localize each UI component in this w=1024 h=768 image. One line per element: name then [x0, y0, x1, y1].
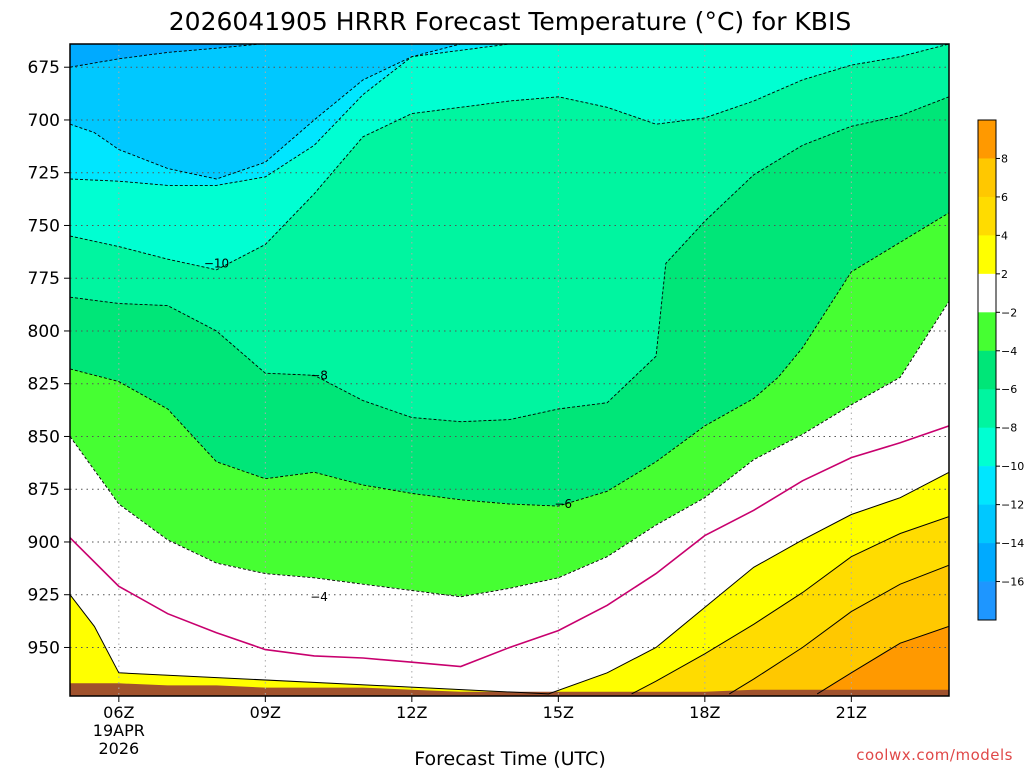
terrain-ground [70, 683, 949, 696]
plot-area: −10 −8 −6 −4 [69, 43, 950, 697]
colorbar-swatch [978, 466, 996, 505]
contour-lines [70, 44, 949, 695]
colorbar-swatch [978, 389, 996, 428]
terrain-layer [70, 683, 949, 696]
colorbar-label: −2 [1001, 306, 1017, 319]
contour-line-minus-10 [70, 44, 949, 186]
temperature-band [70, 44, 949, 68]
filled-contours [70, 44, 949, 696]
colorbar-frame [977, 119, 997, 621]
contour-label: −10 [204, 256, 229, 270]
contour-line-4 [631, 516, 949, 695]
colorbar-swatch [978, 543, 996, 582]
y-tick-label: 950 [28, 638, 60, 658]
x-date-label: 19APR [93, 721, 145, 740]
colorbar-label: −14 [1001, 537, 1024, 550]
y-tick-label: 850 [28, 427, 60, 447]
contour-label: −8 [310, 368, 328, 382]
colorbar-label: −4 [1001, 345, 1017, 358]
colorbar-swatch [978, 273, 996, 313]
colorbar-swatch [978, 235, 996, 275]
contour-line-2 [70, 471, 949, 695]
colorbar-swatch [978, 350, 996, 390]
x-tick-label: 15Z [543, 703, 574, 722]
contour-line-minus-2 [70, 301, 949, 598]
colorbar-label: −10 [1001, 460, 1024, 473]
y-axis: 675 700 725 750 775 800 825 850 875 900 925 950 [28, 58, 70, 658]
y-tick-label: 900 [28, 533, 60, 553]
x-tick-label: 06Z [103, 703, 134, 722]
colorbar-swatch [978, 427, 996, 467]
contour-line-minus-6 [70, 96, 949, 423]
colorbar-label: 8 [1001, 152, 1008, 165]
y-tick-label: 700 [28, 111, 60, 131]
colorbar-swatch [978, 196, 996, 236]
colorbar-swatch [978, 581, 996, 621]
colorbar-swatch [978, 158, 996, 198]
contour-line-0 [70, 425, 949, 668]
y-tick-label: 750 [28, 216, 60, 236]
colorbar-swatch [978, 120, 996, 159]
x-tick-label: 18Z [689, 703, 720, 722]
colorbar-label: −6 [1001, 383, 1017, 396]
x-tick-label: 12Z [396, 703, 427, 722]
colorbar-swatch [978, 312, 996, 352]
contour-line-minus-14 [70, 44, 261, 68]
contour-line-minus-4 [70, 212, 949, 507]
y-tick-label: 800 [28, 322, 60, 342]
x-axis-label: Forecast Time (UTC) [414, 748, 605, 768]
contour-line-minus-12 [70, 44, 705, 180]
colorbar: 8 6 4 2 −2 −4 −6 −8 −10 −12 −14 −16 [977, 119, 1024, 621]
contour-line-6 [729, 564, 949, 695]
colorbar-label: −8 [1001, 422, 1017, 435]
credit-text: coolwx.com/models [856, 746, 1013, 764]
y-tick-label: 725 [28, 164, 60, 184]
contour-label: −4 [310, 590, 328, 604]
chart-title: 2026041905 HRRR Forecast Temperature (°C… [169, 7, 851, 36]
colorbar-label: 4 [1001, 229, 1008, 242]
y-tick-label: 875 [28, 480, 60, 500]
contour-line-minus-8 [70, 44, 949, 271]
contour-label: −6 [554, 497, 572, 511]
y-tick-label: 825 [28, 375, 60, 395]
colorbar-label: 2 [1001, 268, 1008, 281]
colorbar-label: 6 [1001, 191, 1008, 204]
colorbar-label: −12 [1001, 499, 1024, 512]
y-tick-label: 925 [28, 586, 60, 606]
contour-line-8 [816, 625, 949, 695]
contour-labels: −10 −8 −6 −4 [204, 256, 572, 603]
colorbar-swatch [978, 504, 996, 544]
y-tick-label: 775 [28, 269, 60, 289]
x-tick-label: 09Z [250, 703, 281, 722]
y-tick-label: 675 [28, 58, 60, 78]
x-tick-label: 21Z [836, 703, 867, 722]
x-date-label: 2026 [98, 739, 139, 758]
colorbar-label: −16 [1001, 576, 1024, 589]
plot-frame [69, 43, 950, 697]
